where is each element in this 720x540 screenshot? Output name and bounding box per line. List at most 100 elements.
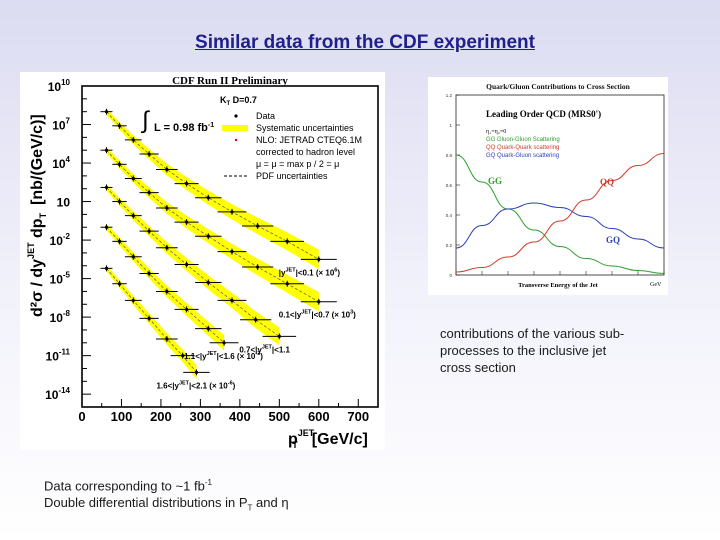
data-point xyxy=(206,234,210,238)
data-point xyxy=(117,124,122,128)
chart-title: CDF Run II Preliminary xyxy=(172,75,288,87)
data-point xyxy=(184,181,189,186)
legend-item-nlo: NLO: JETRAD CTEQ6.1M xyxy=(256,135,362,145)
data-point xyxy=(165,246,169,250)
y-tick-label: 107 xyxy=(52,117,70,133)
curve-label-qq: QQ xyxy=(600,177,614,187)
data-point xyxy=(165,167,169,172)
integral-symbol: ∫ xyxy=(140,107,150,134)
data-point xyxy=(184,220,189,224)
qcd-subtitle: Leading Order QCD (MRS0') xyxy=(486,109,601,119)
data-point xyxy=(194,370,199,374)
data-point xyxy=(131,214,135,218)
x-tick-label: 300 xyxy=(190,409,212,424)
qcd-x-axis-title: Transverse Energy of the Jet xyxy=(518,282,599,289)
legend-item-hadron: corrected to hadron level xyxy=(256,147,355,157)
data-point xyxy=(104,185,109,190)
data-series xyxy=(100,184,297,346)
caption-bottom-line-2: Double differential distributions in PT … xyxy=(44,495,289,513)
data-point xyxy=(117,162,122,166)
x-tick-label: 500 xyxy=(268,409,290,424)
data-point xyxy=(147,316,151,321)
curve-label-gq: GQ xyxy=(606,235,620,245)
data-point xyxy=(230,298,234,303)
data-series xyxy=(100,224,239,351)
qcd-legend: GG Gluon-Gluon Scattering QQ Quark-Quark… xyxy=(486,137,560,159)
qcd-x-axis-unit: GeV xyxy=(650,282,662,288)
caption-bottom-line-1: Data corresponding to ~1 fb-1 xyxy=(44,478,212,494)
qcd-curve-gg xyxy=(455,154,665,274)
qcd-title: Quark/Gluon Contributions to Cross Secti… xyxy=(486,82,630,91)
legend-marker-nlo xyxy=(234,138,238,142)
qcd-params: η₁=η₂=0 xyxy=(486,129,506,135)
qcd-y-tick-label: 1 xyxy=(449,123,452,128)
data-point xyxy=(165,289,169,294)
x-tick-label: 700 xyxy=(347,409,369,424)
curve-label-gg: GG xyxy=(488,176,502,186)
legend-lumi: L = 0.98 fb-1 xyxy=(154,122,214,134)
systematic-band xyxy=(106,108,319,269)
systematic-band xyxy=(106,146,319,312)
data-series xyxy=(100,146,337,312)
x-tick-label: 100 xyxy=(111,409,133,424)
y-tick-label: 1010 xyxy=(48,78,71,94)
data-point xyxy=(230,210,234,214)
qcd-curve-qq xyxy=(455,153,665,273)
series-label: 1.1<|yJET|<1.6 (× 10-3) xyxy=(184,351,263,361)
data-point xyxy=(147,190,151,195)
data-point xyxy=(117,199,122,204)
data-point xyxy=(277,334,281,338)
series-label: 0.7<|yJET|<1.1 xyxy=(239,344,290,354)
data-point xyxy=(256,265,260,269)
data-point xyxy=(117,282,122,286)
qcd-legend-gg: GG Gluon-Gluon Scattering xyxy=(486,137,560,143)
y-tick-label: 10-14 xyxy=(45,386,70,402)
legend-item-pdf: PDF uncertainties xyxy=(256,171,328,181)
legend-marker-band xyxy=(222,125,248,131)
data-point xyxy=(104,110,109,114)
plot-frame xyxy=(81,85,379,408)
qcd-plot-panel: Quark/Gluon Contributions to Cross Secti… xyxy=(428,77,668,295)
data-point xyxy=(256,224,260,228)
data-point xyxy=(131,255,135,259)
x-tick-label: 600 xyxy=(308,409,330,424)
data-point xyxy=(104,148,109,152)
data-point xyxy=(104,225,109,229)
data-point xyxy=(165,206,169,210)
legend-marker-data xyxy=(234,114,238,118)
data-point xyxy=(147,271,151,276)
qcd-legend-gq: GQ Quark-Gluon scattering xyxy=(486,153,559,159)
x-tick-label: 0 xyxy=(78,409,85,424)
data-point xyxy=(230,250,234,254)
data-point xyxy=(184,262,189,267)
data-point xyxy=(317,300,321,304)
qcd-y-tick-label: 0.2 xyxy=(446,243,453,248)
data-point xyxy=(285,239,289,243)
data-point xyxy=(131,176,135,181)
series-label: 1.6<|yJET|<2.1 (× 10-6) xyxy=(156,380,235,390)
data-point xyxy=(206,196,210,200)
qcd-y-tick-label: 0 xyxy=(449,273,452,278)
data-point xyxy=(317,257,321,261)
caption-bottom: Data corresponding to ~1 fb-1 Double dif… xyxy=(44,474,364,517)
data-point xyxy=(181,354,185,358)
qcd-y-tick-label: 0.8 xyxy=(446,153,453,158)
y-tick-label: 104 xyxy=(52,155,70,171)
pdf-uncertainty-line xyxy=(106,227,225,344)
data-point xyxy=(206,327,210,331)
data-point xyxy=(285,282,289,286)
data-point xyxy=(117,239,122,243)
quark-gluon-chart: Quark/Gluon Contributions to Cross Secti… xyxy=(446,82,665,289)
y-tick-label: 10-5 xyxy=(50,271,71,287)
x-axis-title: pJET T [GeV/c] xyxy=(288,428,368,450)
data-point xyxy=(206,280,210,285)
y-tick-label: 10-2 xyxy=(50,232,71,248)
y-tick-label: 10-8 xyxy=(50,309,71,325)
systematic-band xyxy=(106,265,197,380)
data-point xyxy=(254,318,258,322)
legend-header: KT D=0.7 xyxy=(220,95,257,107)
legend-item-systematic: Systematic uncertainties xyxy=(256,123,354,133)
legend: KT D=0.7 ∫ L = 0.98 fb-1 Data Systematic… xyxy=(140,95,362,181)
y-axis-title: d²σ / dyJET dpT[nb/(GeV/c)] xyxy=(26,114,48,317)
data-point xyxy=(184,307,189,312)
